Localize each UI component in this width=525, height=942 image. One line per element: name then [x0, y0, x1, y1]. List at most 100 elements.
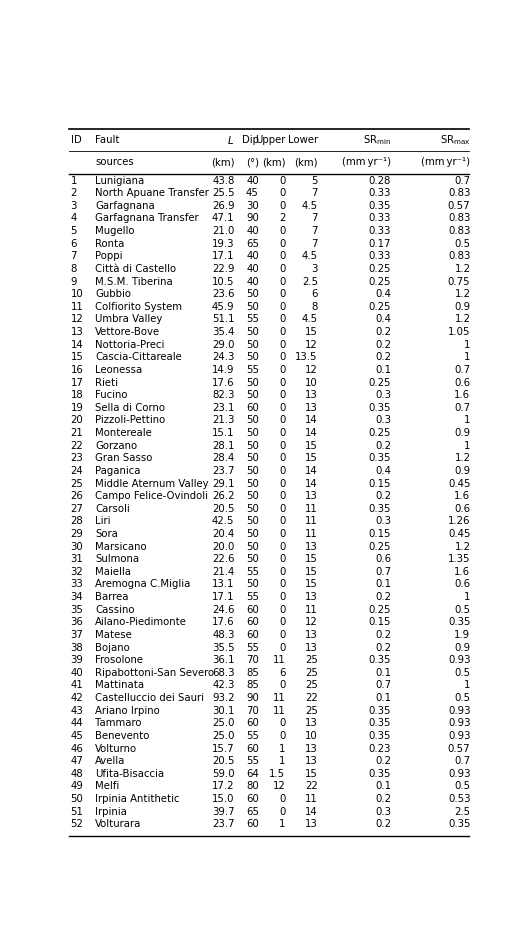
Text: 0.35: 0.35: [369, 769, 391, 779]
Text: 50: 50: [246, 479, 259, 489]
Text: 0: 0: [279, 403, 286, 413]
Text: 0.6: 0.6: [454, 378, 470, 387]
Text: 6: 6: [279, 668, 286, 678]
Text: 14.9: 14.9: [212, 365, 235, 375]
Text: 60: 60: [246, 820, 259, 829]
Text: 7: 7: [311, 188, 318, 198]
Text: 0: 0: [279, 642, 286, 653]
Text: 50: 50: [246, 301, 259, 312]
Text: 23: 23: [70, 453, 83, 463]
Text: 12: 12: [70, 315, 83, 324]
Text: 0.35: 0.35: [369, 731, 391, 741]
Text: 11: 11: [305, 504, 318, 513]
Text: 0.9: 0.9: [454, 466, 470, 476]
Text: 0.93: 0.93: [448, 706, 470, 716]
Text: 0.5: 0.5: [454, 693, 470, 703]
Text: 0: 0: [279, 201, 286, 211]
Text: 0: 0: [279, 680, 286, 690]
Text: 45: 45: [70, 731, 83, 741]
Text: 85: 85: [246, 668, 259, 678]
Text: Liri: Liri: [95, 516, 110, 527]
Text: 4.5: 4.5: [302, 252, 318, 261]
Text: 23.7: 23.7: [212, 466, 235, 476]
Text: (km): (km): [294, 157, 318, 167]
Text: 50: 50: [246, 390, 259, 400]
Text: 28: 28: [70, 516, 83, 527]
Text: 1.2: 1.2: [455, 453, 470, 463]
Text: 10: 10: [305, 378, 318, 387]
Text: 7: 7: [311, 226, 318, 236]
Text: Sulmona: Sulmona: [95, 554, 139, 564]
Text: 20.5: 20.5: [212, 756, 235, 766]
Text: 0.93: 0.93: [448, 719, 470, 728]
Text: 19: 19: [70, 403, 83, 413]
Text: 36.1: 36.1: [212, 656, 235, 665]
Text: 0.3: 0.3: [375, 390, 391, 400]
Text: Bojano: Bojano: [95, 642, 130, 653]
Text: 35.5: 35.5: [212, 642, 235, 653]
Text: Nottoria-Preci: Nottoria-Preci: [95, 340, 164, 349]
Text: 29.0: 29.0: [212, 340, 235, 349]
Text: Volturara: Volturara: [95, 820, 141, 829]
Text: 0.83: 0.83: [448, 252, 470, 261]
Text: 13: 13: [305, 743, 318, 754]
Text: 0: 0: [279, 516, 286, 527]
Text: 13: 13: [305, 719, 318, 728]
Text: 0.9: 0.9: [454, 642, 470, 653]
Text: 65: 65: [246, 238, 259, 249]
Text: 0.23: 0.23: [369, 743, 391, 754]
Text: Matese: Matese: [95, 630, 132, 640]
Text: 50: 50: [246, 415, 259, 426]
Text: 0.15: 0.15: [369, 617, 391, 627]
Text: 22: 22: [305, 782, 318, 791]
Text: 50: 50: [246, 529, 259, 539]
Text: Barrea: Barrea: [95, 593, 129, 602]
Text: 15: 15: [305, 554, 318, 564]
Text: 0: 0: [279, 630, 286, 640]
Text: 15: 15: [305, 453, 318, 463]
Text: 42.3: 42.3: [212, 680, 235, 690]
Text: 0.25: 0.25: [369, 605, 391, 615]
Text: Ufita-Bisaccia: Ufita-Bisaccia: [95, 769, 164, 779]
Text: 0: 0: [279, 289, 286, 300]
Text: 44: 44: [70, 719, 83, 728]
Text: 48.3: 48.3: [212, 630, 235, 640]
Text: Frosolone: Frosolone: [95, 656, 143, 665]
Text: 38: 38: [70, 642, 83, 653]
Text: 10: 10: [70, 289, 83, 300]
Text: 0.6: 0.6: [454, 579, 470, 590]
Text: 6: 6: [311, 289, 318, 300]
Text: 29.1: 29.1: [212, 479, 235, 489]
Text: 60: 60: [246, 630, 259, 640]
Text: 50: 50: [246, 289, 259, 300]
Text: 24: 24: [70, 466, 83, 476]
Text: 0.5: 0.5: [454, 782, 470, 791]
Text: 20.5: 20.5: [212, 504, 235, 513]
Text: 0.35: 0.35: [369, 719, 391, 728]
Text: 29: 29: [70, 529, 83, 539]
Text: 82.3: 82.3: [212, 390, 235, 400]
Text: 51.1: 51.1: [212, 315, 235, 324]
Text: 60: 60: [246, 719, 259, 728]
Text: 21.3: 21.3: [212, 415, 235, 426]
Text: 0: 0: [279, 542, 286, 552]
Text: 21: 21: [70, 428, 83, 438]
Text: 0: 0: [279, 731, 286, 741]
Text: 23.7: 23.7: [212, 820, 235, 829]
Text: Poppi: Poppi: [95, 252, 122, 261]
Text: 55: 55: [246, 567, 259, 577]
Text: 0: 0: [279, 806, 286, 817]
Text: 25: 25: [305, 656, 318, 665]
Text: 0.45: 0.45: [448, 479, 470, 489]
Text: 50: 50: [70, 794, 83, 804]
Text: 70: 70: [246, 706, 259, 716]
Text: 26.2: 26.2: [212, 491, 235, 501]
Text: 68.3: 68.3: [212, 668, 235, 678]
Text: 0: 0: [279, 428, 286, 438]
Text: Cassino: Cassino: [95, 605, 134, 615]
Text: 0.25: 0.25: [369, 301, 391, 312]
Text: (mm yr⁻¹): (mm yr⁻¹): [422, 157, 470, 167]
Text: 1.2: 1.2: [455, 542, 470, 552]
Text: Ripabottoni-San Severo: Ripabottoni-San Severo: [95, 668, 214, 678]
Text: 15.1: 15.1: [212, 428, 235, 438]
